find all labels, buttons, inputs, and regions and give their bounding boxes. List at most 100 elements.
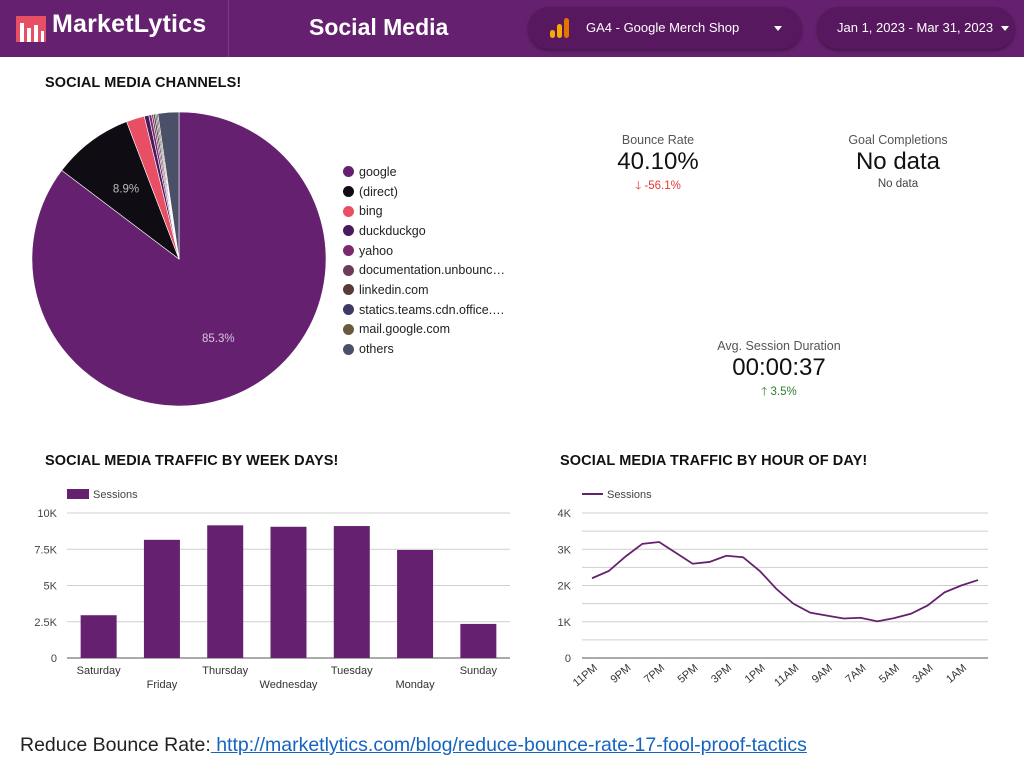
arrow-up-icon: 🡑 (761, 386, 768, 398)
kpi-label: Bounce Rate (621, 133, 695, 147)
kpi-delta: 🡓 -56.1% (578, 178, 738, 197)
kpi-label: Avg. Session Duration (717, 339, 841, 353)
kpi-label: Goal Completions (848, 133, 948, 147)
y-tick-label: 7.5K (34, 544, 57, 556)
kpi-value: 40.10% (617, 148, 699, 175)
date-range-selector[interactable]: Jan 1, 2023 - Mar 31, 2023 (817, 7, 1015, 49)
legend-item[interactable]: statics.teams.cdn.office.n… (343, 300, 509, 320)
legend-swatch (343, 323, 354, 335)
legend-label: mail.google.com (359, 322, 451, 337)
kpi-sub: No data (877, 178, 919, 190)
x-tick-label: 3AM (911, 662, 936, 686)
bar[interactable] (80, 615, 117, 658)
x-tick-label: 1AM (944, 662, 969, 686)
y-tick-label: 4K (558, 508, 572, 520)
kpi-value: No data (855, 148, 941, 175)
bar[interactable] (143, 539, 180, 658)
hourly-line-chart: Sessions 0 1K 2K 3K 4K 11PM 9PM 7PM 5PM 3PM 1PM 11AM… (558, 489, 988, 689)
legend-item[interactable]: yahoo (343, 241, 509, 261)
legend-label: documentation.unbounce… (359, 263, 509, 278)
legend-label: statics.teams.cdn.office.n… (359, 302, 509, 317)
legend-item[interactable]: bing (343, 201, 509, 221)
legend-label: linkedin.com (359, 282, 429, 297)
kpi-value: 00:00:37 (732, 354, 826, 381)
property-selector[interactable]: GA4 - Google Merch Shop (528, 7, 802, 49)
property-selector-label: GA4 - Google Merch Shop (586, 20, 740, 35)
legend-label: duckduckgo (359, 223, 426, 238)
legend-swatch (343, 186, 354, 198)
legend-swatch (343, 343, 354, 355)
google-analytics-icon (550, 18, 569, 38)
legend-label: Sessions (93, 489, 138, 501)
bar[interactable] (270, 526, 307, 658)
legend-swatch (343, 304, 354, 316)
legend-item[interactable]: others (343, 339, 509, 359)
x-tick-label: 5PM (676, 662, 701, 686)
page-title: Social Media (309, 14, 449, 40)
x-tick-label: 9PM (608, 662, 633, 686)
legend-item[interactable]: linkedin.com (343, 280, 509, 300)
kpi-bounce-rate: Bounce Rate 40.10% 🡓 -56.1% (578, 133, 738, 197)
y-tick-label: 0 (51, 653, 57, 665)
hours-title: SOCIAL MEDIA TRAFFIC BY HOUR OF DAY! (560, 453, 868, 469)
x-tick-label: 11PM (571, 662, 600, 689)
marketlytics-logo-icon (16, 16, 46, 42)
y-tick-label: 5K (44, 581, 58, 593)
bar[interactable] (460, 623, 497, 658)
top-bar: MarketLytics Social Media GA4 - Google M… (0, 0, 1024, 57)
y-tick-label: 1K (558, 617, 572, 629)
pie-slice--direct-[interactable] (61, 121, 180, 260)
legend-item[interactable]: mail.google.com (343, 320, 509, 340)
bar[interactable] (207, 525, 244, 658)
legend-label: yahoo (359, 243, 394, 258)
channels-legend: google (direct) bing duckduckgo yahoo documen… (343, 162, 509, 359)
footer-note: Reduce Bounce Rate: http://marketlytics.… (20, 734, 807, 757)
legend-label: (direct) (359, 184, 398, 199)
x-tick-label: 9AM (810, 662, 835, 686)
legend-label: google (359, 164, 397, 179)
x-tick-label: 3PM (709, 662, 734, 686)
chevron-down-icon (774, 26, 782, 31)
brand[interactable]: MarketLytics (0, 0, 229, 57)
x-tick-label: 1PM (743, 662, 768, 686)
x-tick-label: Saturday (77, 665, 122, 677)
pie-slice-others[interactable] (157, 111, 180, 260)
legend-label: others (359, 342, 394, 357)
bar[interactable] (397, 549, 434, 658)
arrow-down-icon: 🡓 (635, 180, 642, 192)
y-tick-label: 2K (558, 581, 572, 593)
weekday-bar-chart: Sessions 0 2.5K 5K 7.5K 10K Saturday Friday Thur… (34, 489, 510, 691)
channels-title: SOCIAL MEDIA CHANNELS! (45, 75, 242, 91)
legend-swatch (67, 489, 89, 499)
x-tick-label: Thursday (202, 665, 248, 677)
footer-link[interactable]: http://marketlytics.com/blog/reduce-boun… (210, 734, 807, 756)
weekdays-title: SOCIAL MEDIA TRAFFIC BY WEEK DAYS! (45, 453, 339, 469)
x-tick-label: Wednesday (260, 679, 318, 691)
x-tick-label: 11AM (772, 662, 801, 689)
x-tick-label: Monday (396, 679, 436, 691)
legend-item[interactable]: (direct) (343, 182, 509, 202)
x-tick-label: Friday (147, 679, 178, 691)
x-tick-label: 5AM (877, 662, 902, 686)
legend-swatch (343, 264, 354, 276)
pie-data-label: 85.3% (202, 333, 235, 345)
bar[interactable] (333, 526, 370, 658)
legend-item[interactable]: google (343, 162, 509, 182)
chevron-down-icon (1001, 26, 1009, 31)
x-tick-label: 7AM (843, 662, 868, 686)
kpi-avg-session-duration: Avg. Session Duration 00:00:37 🡑 3.5% (689, 339, 869, 403)
date-range-label: Jan 1, 2023 - Mar 31, 2023 (837, 20, 994, 35)
legend-item[interactable]: duckduckgo (343, 221, 509, 241)
y-tick-label: 3K (558, 544, 572, 556)
x-tick-label: 7PM (642, 662, 667, 686)
pie-data-label: 8.9% (113, 183, 139, 195)
channels-pie-chart: 85.3% 8.9% (31, 111, 327, 407)
footer-text: Reduce Bounce Rate: (20, 734, 211, 756)
y-tick-label: 10K (37, 508, 57, 520)
legend-label: bing (359, 204, 383, 219)
legend-swatch (343, 245, 354, 257)
y-tick-label: 2.5K (34, 617, 57, 629)
legend-item[interactable]: documentation.unbounce… (343, 260, 509, 280)
x-tick-label: Tuesday (331, 665, 373, 677)
sessions-line[interactable] (591, 541, 979, 623)
